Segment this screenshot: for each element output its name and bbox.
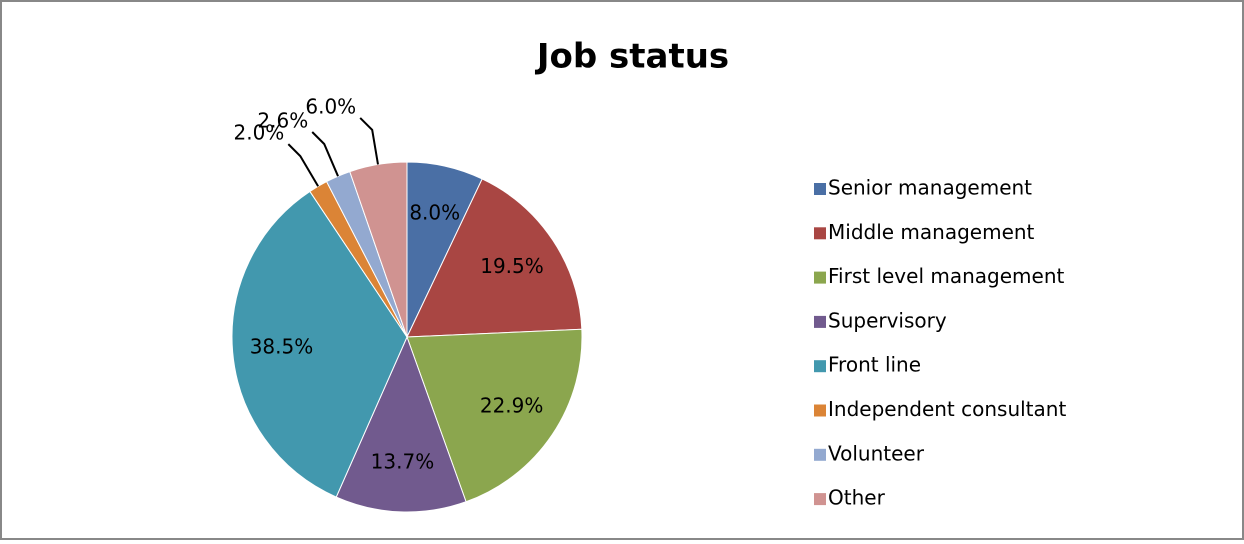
- pie-slice: [406, 178, 583, 338]
- legend-label: Front line: [828, 353, 921, 377]
- legend-label: First level management: [828, 264, 1064, 288]
- data-label: 2.6%: [257, 109, 308, 133]
- legend-label: Other: [828, 486, 886, 510]
- legend-swatch: [814, 271, 826, 284]
- leader-line: [359, 117, 379, 165]
- data-label: 38.5%: [250, 334, 314, 358]
- legend-swatch: [814, 227, 826, 240]
- legend-label: Supervisory: [828, 308, 947, 332]
- data-label: 22.9%: [480, 394, 544, 418]
- data-label: 19.5%: [480, 254, 544, 278]
- chart-title: Job status: [535, 37, 729, 77]
- legend-label: Volunteer: [828, 441, 925, 465]
- legend-swatch: [814, 404, 826, 417]
- legend-label: Senior management: [828, 176, 1032, 200]
- legend-label: Independent consultant: [828, 397, 1066, 421]
- legend-label: Middle management: [828, 220, 1035, 244]
- data-label: 2.0%: [234, 121, 285, 145]
- leader-line: [287, 143, 319, 187]
- data-label: 6.0%: [305, 94, 356, 118]
- legend-swatch: [814, 448, 826, 461]
- legend-swatch: [814, 360, 826, 373]
- leader-line: [311, 131, 339, 177]
- legend-swatch: [814, 183, 826, 195]
- data-label: 8.0%: [409, 201, 460, 225]
- pie-slice: [335, 335, 467, 513]
- data-label: 13.7%: [371, 449, 435, 473]
- legend-swatch: [814, 315, 826, 328]
- legend-swatch: [814, 493, 826, 506]
- pie-slice: [231, 190, 408, 498]
